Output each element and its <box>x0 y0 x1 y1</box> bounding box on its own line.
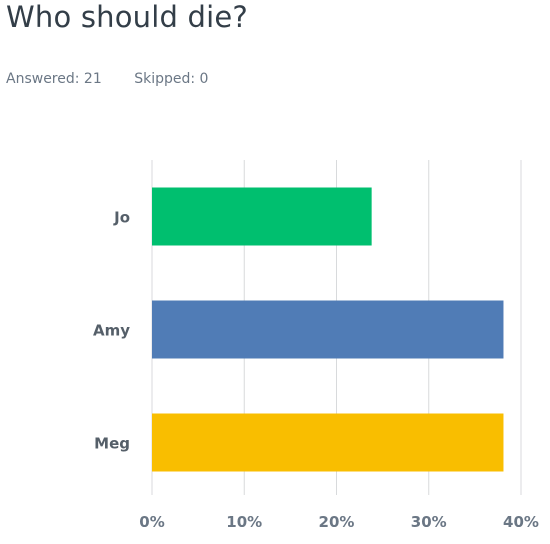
x-axis-tick-labels: 0% 10% 20% 30% 40% <box>139 513 539 531</box>
x-tick-label: 30% <box>411 513 447 531</box>
x-tick-label: 20% <box>319 513 355 531</box>
x-tick-label: 0% <box>139 513 164 531</box>
skipped-count: Skipped: 0 <box>134 71 209 87</box>
bar-jo[interactable] <box>152 187 372 246</box>
category-label-meg: Meg <box>94 435 130 453</box>
answered-count: Answered: 21 <box>6 71 102 87</box>
bar-meg[interactable] <box>152 413 504 472</box>
x-tick-label: 10% <box>226 513 262 531</box>
category-labels: Jo Amy Meg <box>93 209 130 453</box>
x-tick-label: 40% <box>503 513 539 531</box>
bar-amy[interactable] <box>152 300 504 359</box>
chart-bars <box>152 187 504 472</box>
question-title: Who should die? <box>6 0 249 34</box>
response-stats: Answered: 21 Skipped: 0 <box>6 71 208 87</box>
category-label-amy: Amy <box>93 322 130 340</box>
category-label-jo: Jo <box>113 209 130 227</box>
